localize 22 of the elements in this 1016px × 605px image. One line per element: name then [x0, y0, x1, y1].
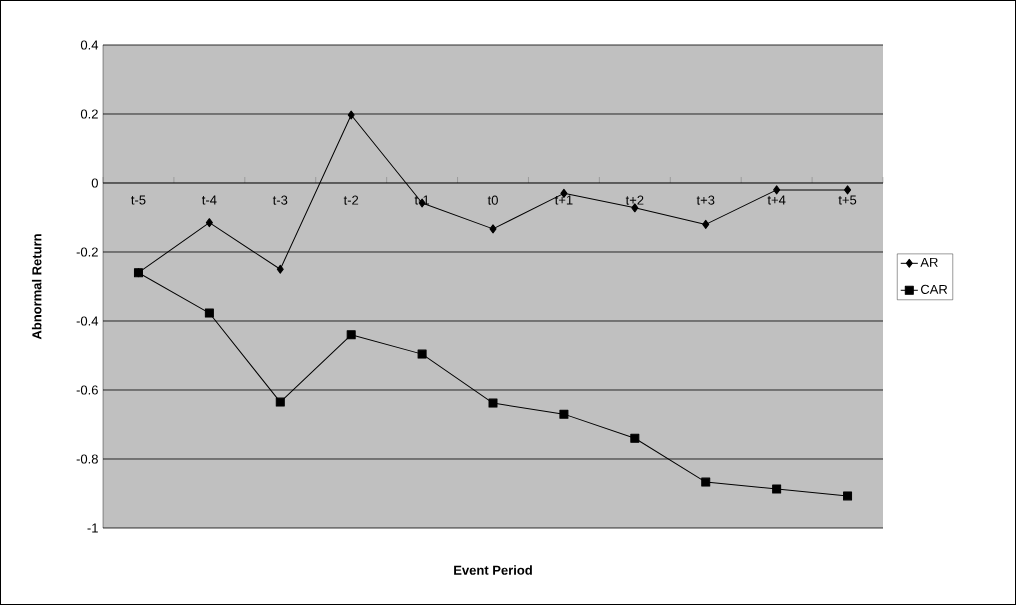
x-tick-label: t-2 — [343, 195, 359, 205]
legend-label: CAR — [920, 284, 948, 294]
x-tick-label: t-4 — [201, 195, 217, 205]
y-tick-label: 0 — [91, 178, 98, 188]
x-tick-label: t+1 — [554, 195, 573, 205]
y-tick-label: 0.4 — [80, 40, 99, 50]
x-tick-label: t+3 — [696, 195, 715, 205]
x-tick-label: t+4 — [767, 195, 786, 205]
y-tick-label: -0.8 — [76, 454, 98, 464]
x-tick-label: t-3 — [272, 195, 288, 205]
y-tick-label: -1 — [87, 523, 98, 533]
x-tick-label: t+5 — [838, 195, 857, 205]
x-tick-label: t+2 — [625, 195, 644, 205]
x-tick-label: t0 — [487, 195, 498, 205]
x-tick-label: t-5 — [131, 195, 146, 205]
y-tick-label: -0.6 — [76, 385, 98, 395]
y-tick-label: -0.4 — [76, 316, 99, 326]
y-axis-title: Abnormal Return — [31, 234, 42, 340]
y-tick-label: 0.2 — [80, 109, 98, 119]
legend-label: AR — [920, 257, 938, 267]
x-axis-title: Event Period — [454, 565, 532, 575]
y-tick-label: -0.2 — [76, 247, 98, 257]
